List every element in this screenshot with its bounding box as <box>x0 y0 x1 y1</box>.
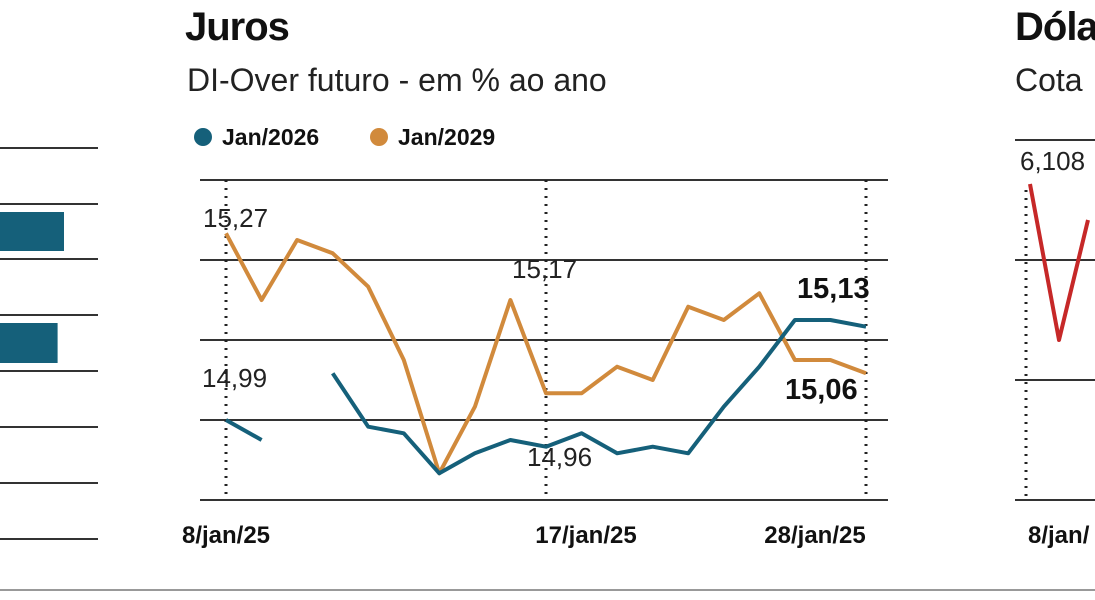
legend-marker-jan2029 <box>370 128 388 146</box>
series-line-jan2026 <box>331 318 867 476</box>
data-label-end-jan2029: 15,06 <box>785 374 858 406</box>
x-tick-label: 28/jan/25 <box>764 522 865 549</box>
chart-title: Juros <box>185 5 289 49</box>
legend-marker-jan2026 <box>194 128 212 146</box>
juros-panel: Juros DI-Over futuro - em % ao ano Jan/2… <box>182 5 888 549</box>
data-label-start-jan2029: 15,27 <box>203 203 268 233</box>
chart-subtitle: Cota <box>1015 62 1083 98</box>
x-tick-label: 17/jan/25 <box>535 522 636 549</box>
gridlines <box>200 179 888 501</box>
gridlines <box>1015 139 1095 501</box>
chart-subtitle: DI-Over futuro - em % ao ano <box>187 62 607 98</box>
x-tick-label: 8/jan/ <box>1028 522 1090 549</box>
data-label-mid-jan2029: 15,17 <box>512 254 577 284</box>
legend: Jan/2026 Jan/2029 <box>194 124 495 150</box>
data-label-start-jan2026: 14,99 <box>202 363 267 393</box>
dotted-date-markers <box>224 180 868 500</box>
dolar-panel: Dóla Cota 6,108 8/jan/ <box>1015 5 1095 549</box>
chart-title: Dóla <box>1015 5 1095 49</box>
bar <box>0 323 58 363</box>
x-tick-label: 8/jan/25 <box>182 522 270 549</box>
series-line-dolar <box>1028 183 1090 342</box>
series-lines <box>224 232 867 476</box>
data-label-start-dolar: 6,108 <box>1020 146 1085 176</box>
bar <box>0 212 64 251</box>
legend-label-jan2026: Jan/2026 <box>222 124 319 150</box>
series-line-jan2026 <box>225 418 263 442</box>
legend-label-jan2029: Jan/2029 <box>398 124 495 150</box>
series-line-jan2029 <box>224 232 867 476</box>
data-label-end-jan2026: 15,13 <box>797 273 870 305</box>
left-bar-panel <box>0 147 98 540</box>
data-label-mid-jan2026: 14,96 <box>527 442 592 472</box>
